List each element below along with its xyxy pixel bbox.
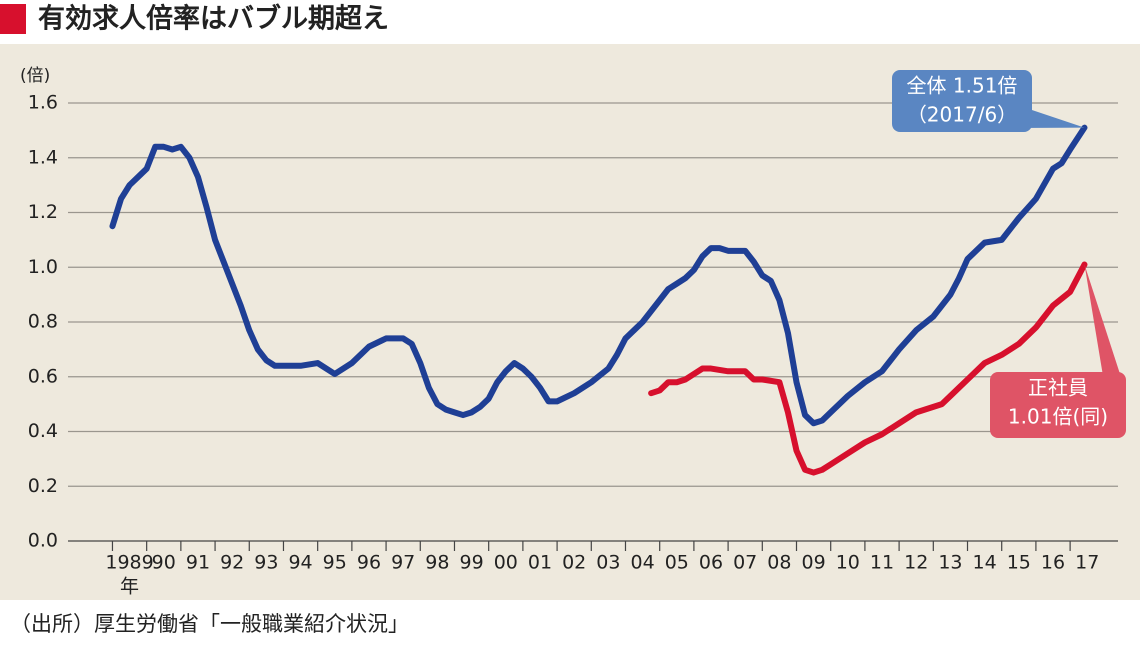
x-tick-label: 13 (938, 552, 962, 574)
x-tick-label: 16 (1041, 552, 1065, 574)
y-tick-label: 0.0 (28, 530, 58, 552)
y-tick-label: 1.4 (28, 146, 58, 168)
callout-text: （2017/6） (907, 103, 1017, 127)
line (109, 124, 1088, 427)
title-marker (0, 4, 26, 34)
x-tick-label: 04 (630, 552, 654, 574)
x-tick-label: 05 (665, 552, 689, 574)
x-tick-label: 17 (1075, 552, 1099, 574)
x-tick-label: 02 (562, 552, 586, 574)
chart-title: 有効求人倍率はバブル期超え (38, 3, 389, 35)
y-tick-label: 0.2 (28, 475, 58, 497)
y-tick-label: 0.4 (28, 420, 58, 442)
callout-text: 正社員 (1028, 376, 1088, 400)
y-tick-label: 0.6 (28, 365, 58, 387)
x-tick-label: 99 (459, 552, 483, 574)
x-tick-label: 1989 (105, 552, 153, 574)
y-tick-label: 0.8 (28, 311, 58, 333)
y-unit: (倍) (20, 66, 50, 86)
y-tick-label: 1.2 (28, 201, 58, 223)
x-tick-label: 94 (288, 552, 312, 574)
x-tick-label: 14 (973, 552, 997, 574)
line (648, 261, 1088, 476)
x-tick-label: 00 (494, 552, 518, 574)
x-tick-label: 96 (357, 552, 381, 574)
x-tick-label: 07 (733, 552, 757, 574)
x-tick-label: 11 (870, 552, 894, 574)
x-tick-label: 08 (767, 552, 791, 574)
x-tick-label: 98 (425, 552, 449, 574)
callout-text: 全体 1.51倍 (907, 74, 1018, 98)
x-tick-label: 01 (528, 552, 552, 574)
callout-pointer (1084, 264, 1120, 394)
x-tick-label: 92 (220, 552, 244, 574)
x-tick-label: 15 (1007, 552, 1031, 574)
callout-text: 1.01倍(同) (1008, 405, 1108, 429)
y-tick-label: 1.6 (28, 92, 58, 114)
x-tick-label: 09 (802, 552, 826, 574)
x-tick-label: 03 (596, 552, 620, 574)
callout-box (892, 70, 1032, 132)
x-tick-label: 10 (836, 552, 860, 574)
x-unit: 年 (120, 576, 139, 598)
x-tick-label: 91 (186, 552, 210, 574)
x-tick-label: 95 (323, 552, 347, 574)
source: （出所）厚生労働省「一般職業紹介状況」 (10, 612, 409, 636)
x-tick-label: 97 (391, 552, 415, 574)
y-tick-label: 1.0 (28, 256, 58, 278)
callout-box (990, 372, 1126, 438)
x-tick-label: 93 (254, 552, 278, 574)
x-tick-label: 12 (904, 552, 928, 574)
x-tick-label: 06 (699, 552, 723, 574)
x-tick-label: 90 (152, 552, 176, 574)
